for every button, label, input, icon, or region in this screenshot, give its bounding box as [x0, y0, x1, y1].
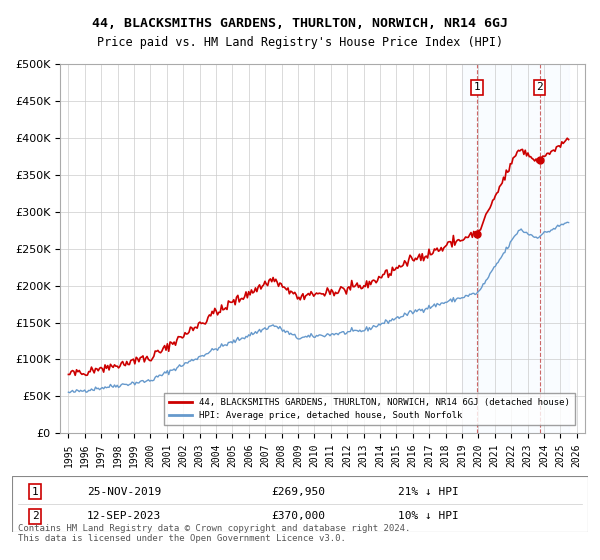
Bar: [462, 64, 569, 433]
Text: 1: 1: [32, 487, 38, 497]
Text: 21% ↓ HPI: 21% ↓ HPI: [398, 487, 458, 497]
Text: 2: 2: [536, 82, 543, 92]
FancyBboxPatch shape: [12, 476, 588, 532]
Legend: 44, BLACKSMITHS GARDENS, THURLTON, NORWICH, NR14 6GJ (detached house), HPI: Aver: 44, BLACKSMITHS GARDENS, THURLTON, NORWI…: [164, 393, 575, 425]
Text: 2: 2: [32, 511, 38, 521]
Text: £370,000: £370,000: [271, 511, 325, 521]
Text: 44, BLACKSMITHS GARDENS, THURLTON, NORWICH, NR14 6GJ: 44, BLACKSMITHS GARDENS, THURLTON, NORWI…: [92, 17, 508, 30]
Text: 25-NOV-2019: 25-NOV-2019: [87, 487, 161, 497]
Text: 10% ↓ HPI: 10% ↓ HPI: [398, 511, 458, 521]
Text: £269,950: £269,950: [271, 487, 325, 497]
Text: 12-SEP-2023: 12-SEP-2023: [87, 511, 161, 521]
Text: 1: 1: [473, 82, 481, 92]
Text: Price paid vs. HM Land Registry's House Price Index (HPI): Price paid vs. HM Land Registry's House …: [97, 36, 503, 49]
Text: Contains HM Land Registry data © Crown copyright and database right 2024.
This d: Contains HM Land Registry data © Crown c…: [18, 524, 410, 543]
